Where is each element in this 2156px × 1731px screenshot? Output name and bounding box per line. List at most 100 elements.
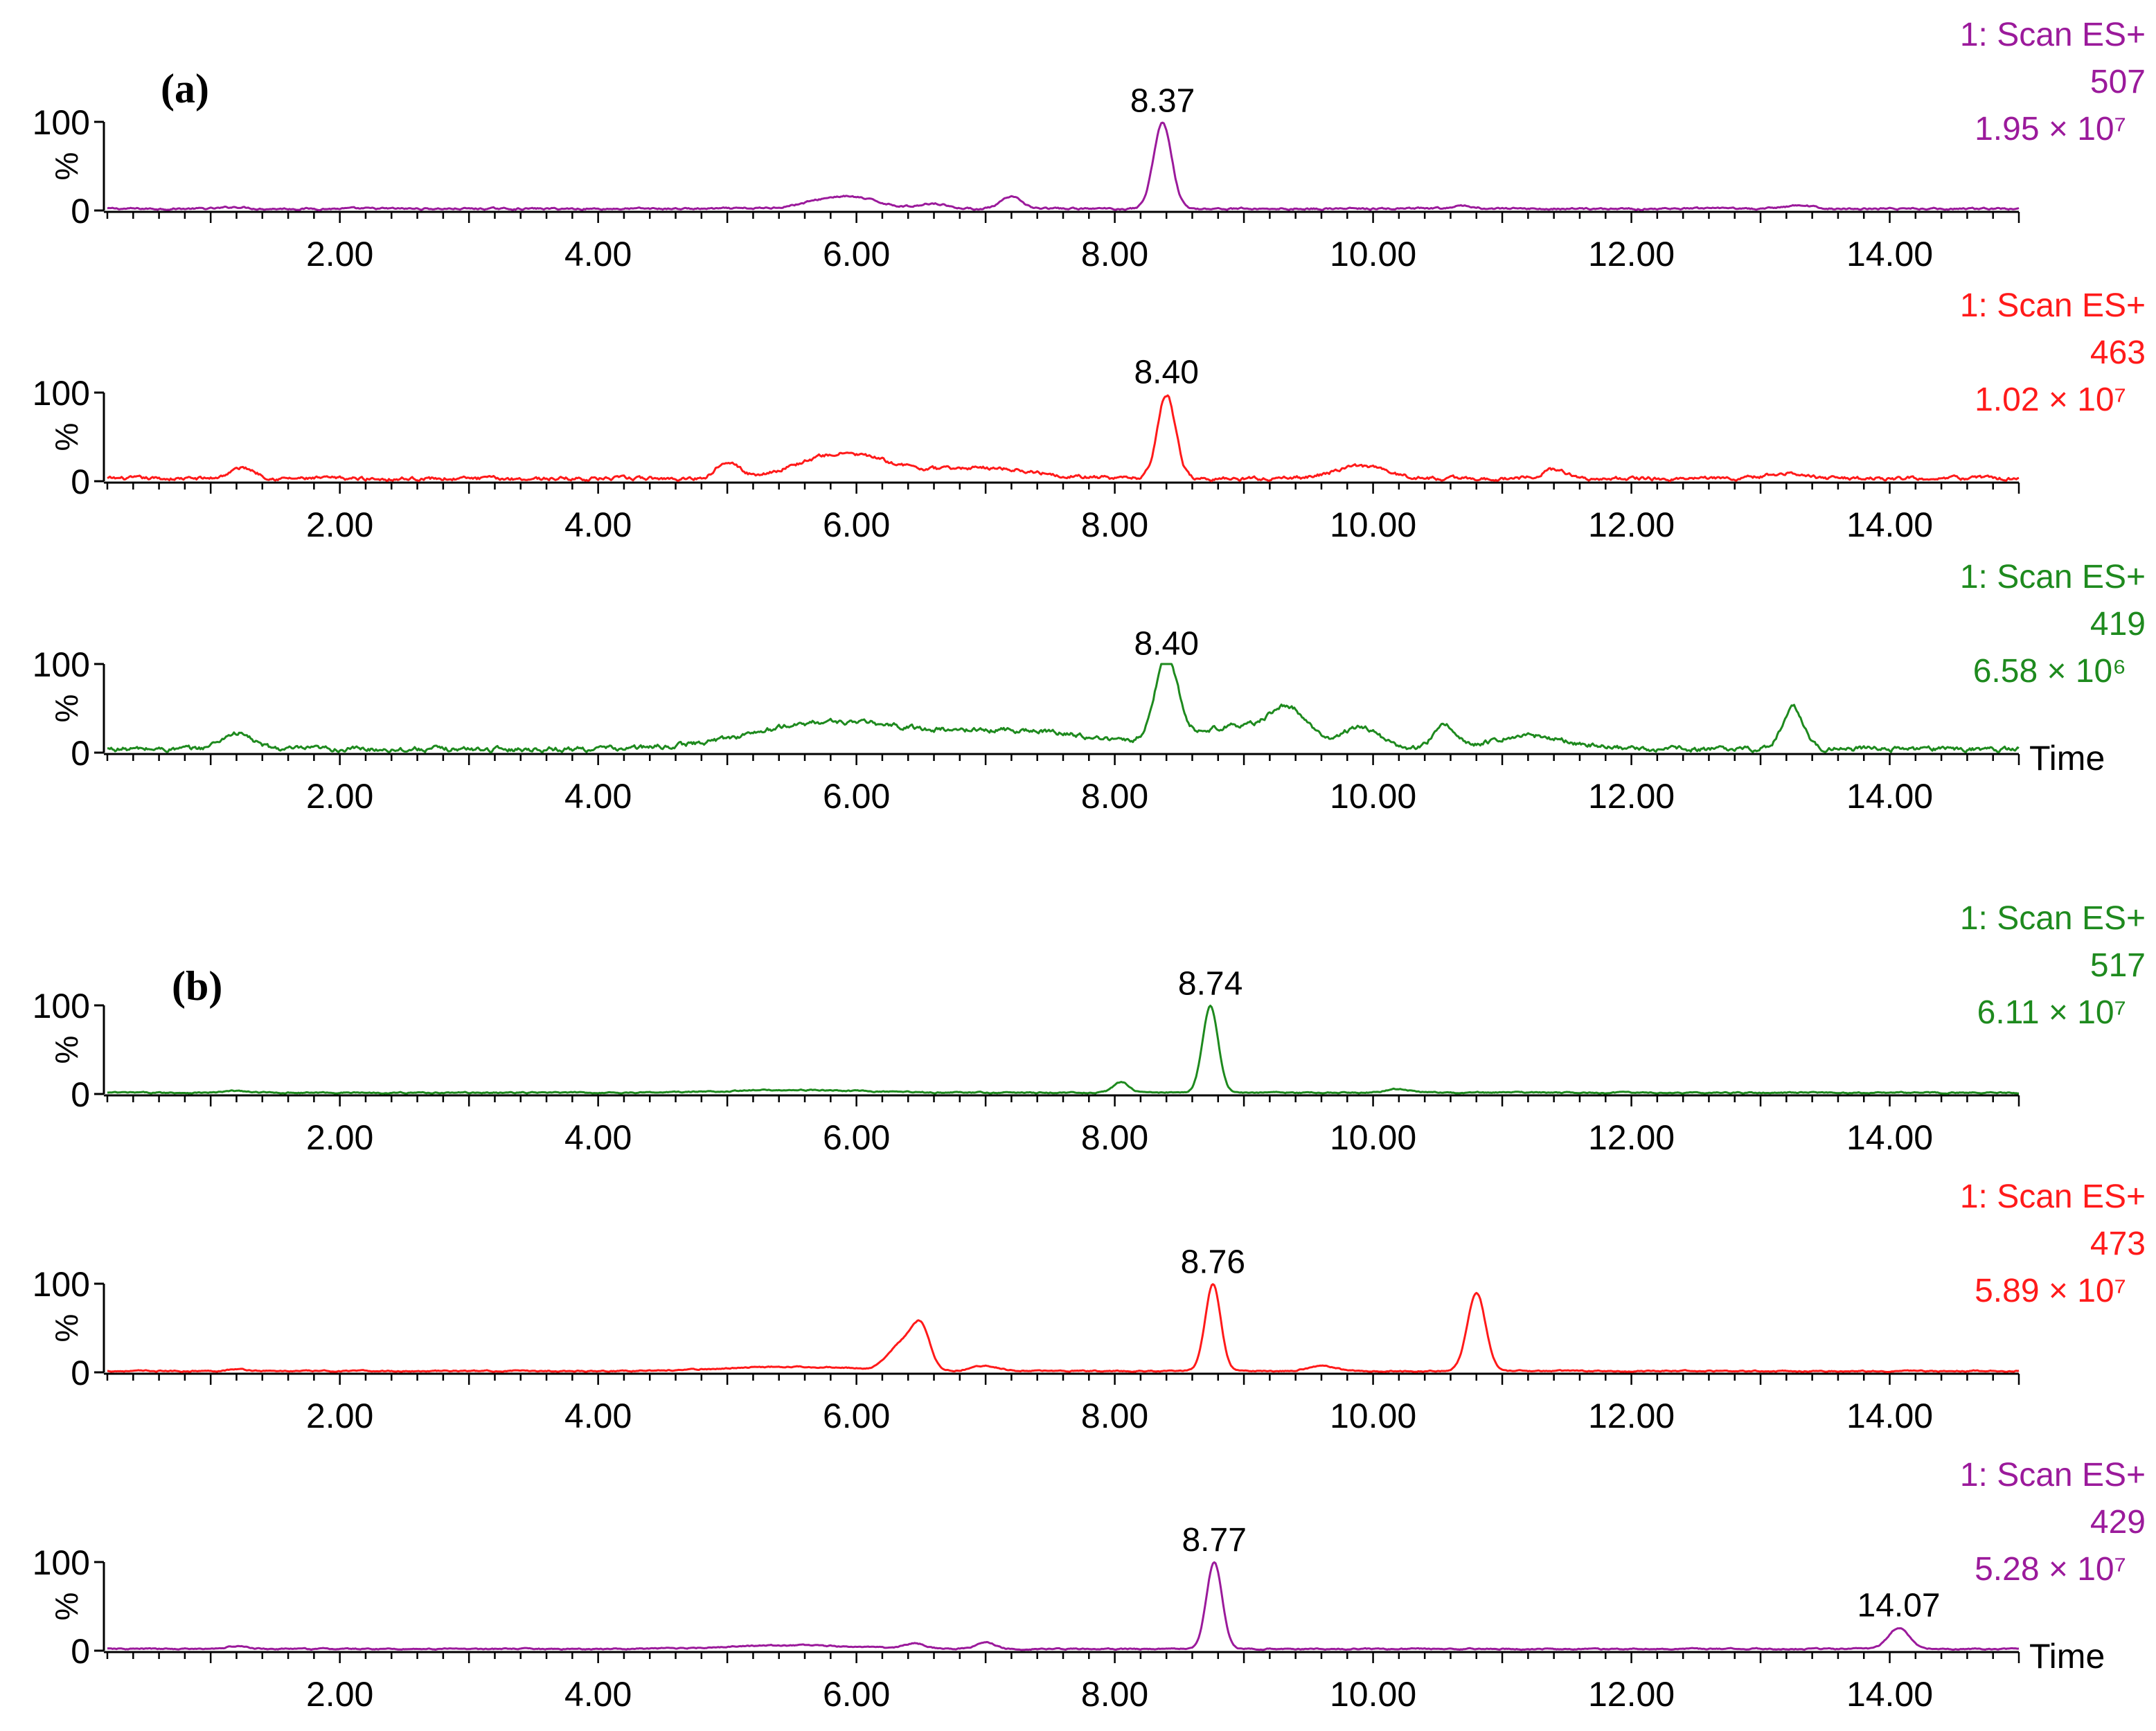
intensity-label: 5.89 × 10⁷ xyxy=(1975,1273,2126,1309)
signal-trace xyxy=(107,1561,2020,1651)
y-tick-label-0: 0 xyxy=(71,463,90,501)
y-axis-unit: % xyxy=(48,152,84,181)
signal-trace xyxy=(107,394,2020,483)
trace-419: 1: Scan ES+ 419 6.58 × 10⁶ 100 0% 2.00 4.00 6.0… xyxy=(33,559,2146,816)
x-tick-label: 2.00 xyxy=(306,1675,373,1714)
x-tick-label: 14.00 xyxy=(1846,777,1933,816)
trace-stack: 1: Scan ES+ 507 1.95 × 10⁷ 100 0% 2.00 4.00 6.0… xyxy=(33,17,2146,1714)
y-tick-label-0: 0 xyxy=(71,192,90,231)
x-tick-label: 10.00 xyxy=(1330,505,1416,544)
mass-label: 463 xyxy=(2090,334,2146,371)
x-tick-label: 6.00 xyxy=(823,777,890,816)
x-tick-label: 2.00 xyxy=(306,505,373,544)
peak-retention-label: 8.77 xyxy=(1182,1522,1246,1559)
mass-label: 507 xyxy=(2090,64,2146,100)
x-tick-label: 8.00 xyxy=(1081,1675,1148,1714)
x-tick-label: 8.00 xyxy=(1081,1118,1148,1157)
scan-label: 1: Scan ES+ xyxy=(1960,17,2146,53)
x-tick-label: 8.00 xyxy=(1081,235,1148,273)
y-tick-label-0: 0 xyxy=(71,1632,90,1671)
intensity-label: 1.95 × 10⁷ xyxy=(1975,111,2126,147)
x-tick-label: 14.00 xyxy=(1846,1397,1933,1435)
y-tick-label-100: 100 xyxy=(33,103,90,142)
x-tick-label: 4.00 xyxy=(564,1118,632,1157)
x-tick-label: 6.00 xyxy=(823,505,890,544)
trace-517: 1: Scan ES+ 517 6.11 × 10⁷ 100 0% 2.00 4.00 6.0… xyxy=(33,900,2146,1157)
x-tick-label: 10.00 xyxy=(1330,235,1416,273)
trace-473: 1: Scan ES+ 473 5.89 × 10⁷ 100 0% 2.00 4.00 6.0… xyxy=(33,1178,2146,1435)
mass-label: 473 xyxy=(2090,1226,2146,1262)
y-tick-label-100: 100 xyxy=(33,374,90,413)
panel-label-b: (b) xyxy=(172,963,222,1009)
x-tick-label: 2.00 xyxy=(306,1118,373,1157)
mass-label: 517 xyxy=(2090,947,2146,984)
trace-463: 1: Scan ES+ 463 1.02 × 10⁷ 100 0% 2.00 4.00 6.0… xyxy=(33,287,2146,544)
x-tick-label: 10.00 xyxy=(1330,1118,1416,1157)
x-tick-label: 4.00 xyxy=(564,1675,632,1714)
y-axis-unit: % xyxy=(48,423,84,451)
x-tick-label: 12.00 xyxy=(1588,235,1675,273)
x-tick-label: 6.00 xyxy=(823,1675,890,1714)
x-tick-label: 12.00 xyxy=(1588,1397,1675,1435)
trace-507: 1: Scan ES+ 507 1.95 × 10⁷ 100 0% 2.00 4.00 6.0… xyxy=(33,17,2146,273)
scan-label: 1: Scan ES+ xyxy=(1960,559,2146,595)
signal-trace xyxy=(107,1005,2020,1095)
scan-label: 1: Scan ES+ xyxy=(1960,1178,2146,1215)
y-axis-unit: % xyxy=(48,1036,84,1064)
x-tick-label: 10.00 xyxy=(1330,777,1416,816)
peak-retention-label: 8.74 xyxy=(1178,966,1242,1003)
peak-retention-label: 8.37 xyxy=(1130,82,1195,119)
peak-retention-label: 8.40 xyxy=(1134,355,1198,391)
x-tick-label: 12.00 xyxy=(1588,777,1675,816)
mass-label: 419 xyxy=(2090,606,2146,643)
y-tick-label-0: 0 xyxy=(71,734,90,773)
panel-label-a: (a) xyxy=(161,66,209,111)
x-tick-label: 8.00 xyxy=(1081,505,1148,544)
y-axis-unit: % xyxy=(48,1314,84,1343)
y-tick-label-100: 100 xyxy=(33,1543,90,1582)
y-tick-label-100: 100 xyxy=(33,645,90,684)
x-tick-label: 2.00 xyxy=(306,235,373,273)
scan-label: 1: Scan ES+ xyxy=(1960,1457,2146,1494)
mass-label: 429 xyxy=(2090,1504,2146,1541)
scan-label: 1: Scan ES+ xyxy=(1960,900,2146,937)
y-tick-label-0: 0 xyxy=(71,1354,90,1392)
x-tick-label: 10.00 xyxy=(1330,1675,1416,1714)
peak-retention-label: 8.76 xyxy=(1181,1244,1245,1281)
peak-retention-label: 14.07 xyxy=(1857,1588,1941,1624)
x-tick-label: 2.00 xyxy=(306,1397,373,1435)
x-tick-label: 2.00 xyxy=(306,777,373,816)
peak-retention-label: 8.40 xyxy=(1134,626,1198,663)
x-tick-label: 4.00 xyxy=(564,505,632,544)
x-tick-label: 6.00 xyxy=(823,1397,890,1435)
x-tick-label: 14.00 xyxy=(1846,1118,1933,1157)
x-tick-label: 4.00 xyxy=(564,235,632,273)
x-axis-time-label: Time xyxy=(2029,1637,2105,1676)
x-tick-label: 6.00 xyxy=(823,1118,890,1157)
y-axis-unit: % xyxy=(48,694,84,723)
x-tick-label: 14.00 xyxy=(1846,1675,1933,1714)
signal-trace xyxy=(107,121,2020,212)
x-tick-label: 6.00 xyxy=(823,235,890,273)
signal-trace xyxy=(107,1283,2020,1373)
y-tick-label-100: 100 xyxy=(33,1265,90,1304)
x-tick-label: 14.00 xyxy=(1846,505,1933,544)
x-tick-label: 4.00 xyxy=(564,1397,632,1435)
trace-429: 1: Scan ES+ 429 5.28 × 10⁷ 100 0% 2.00 4.00 6.0… xyxy=(33,1457,2146,1714)
x-tick-label: 12.00 xyxy=(1588,505,1675,544)
x-tick-label: 12.00 xyxy=(1588,1118,1675,1157)
x-tick-label: 12.00 xyxy=(1588,1675,1675,1714)
x-tick-label: 8.00 xyxy=(1081,777,1148,816)
y-tick-label-100: 100 xyxy=(33,987,90,1025)
x-tick-label: 8.00 xyxy=(1081,1397,1148,1435)
x-tick-label: 10.00 xyxy=(1330,1397,1416,1435)
intensity-label: 5.28 × 10⁷ xyxy=(1975,1551,2126,1588)
x-axis-time-label: Time xyxy=(2029,739,2105,778)
intensity-label: 6.58 × 10⁶ xyxy=(1973,653,2126,690)
y-axis-unit: % xyxy=(48,1593,84,1621)
x-tick-label: 4.00 xyxy=(564,777,632,816)
scan-label: 1: Scan ES+ xyxy=(1960,287,2146,324)
